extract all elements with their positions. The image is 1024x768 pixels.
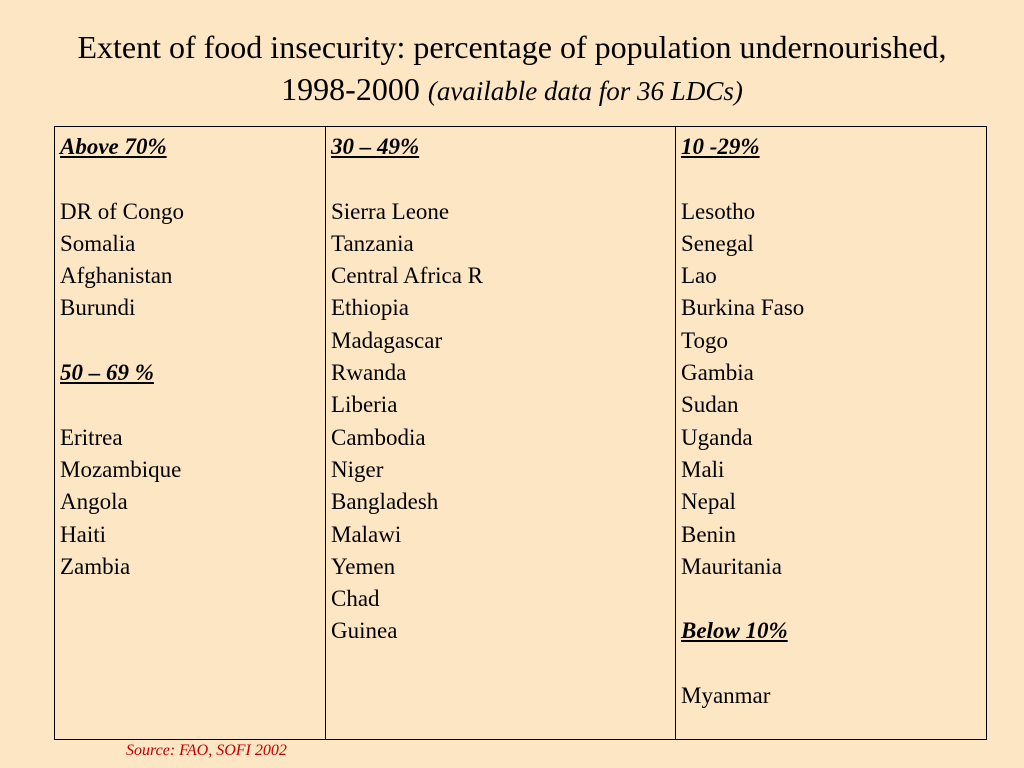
country-item: Mauritania bbox=[681, 553, 782, 579]
title-subtitle: (available data for 36 LDCs) bbox=[427, 76, 743, 106]
country-item: Madagascar bbox=[331, 327, 443, 353]
country-item: Eritrea bbox=[60, 424, 123, 450]
group-heading: 50 – 69 % bbox=[60, 360, 154, 386]
group-heading: 30 – 49% bbox=[331, 134, 420, 159]
country-item: Somalia bbox=[60, 230, 136, 256]
country-item: Myanmar bbox=[681, 683, 771, 709]
country-item: Angola bbox=[60, 489, 128, 515]
country-item: Mozambique bbox=[60, 456, 182, 482]
country-item: Malawi bbox=[331, 521, 402, 547]
slide-title: Extent of food insecurity: percentage of… bbox=[40, 26, 984, 112]
country-item: Gambia bbox=[681, 360, 754, 386]
country-item: Uganda bbox=[681, 424, 753, 450]
country-item: Lesotho bbox=[681, 198, 756, 224]
country-item: Tanzania bbox=[331, 230, 414, 256]
country-item: Chad bbox=[331, 586, 380, 612]
country-item: Togo bbox=[681, 327, 728, 353]
spacer bbox=[681, 163, 986, 195]
country-item: Bangladesh bbox=[331, 489, 439, 515]
spacer bbox=[60, 325, 325, 357]
column-3: 10 -29% Lesotho Senegal Lao Burkina Faso… bbox=[675, 126, 987, 740]
spacer bbox=[60, 163, 325, 195]
country-item: Burkina Faso bbox=[681, 295, 805, 321]
column-2: 30 – 49% Sierra Leone Tanzania Central A… bbox=[325, 126, 676, 740]
country-item: Rwanda bbox=[331, 360, 407, 386]
country-item: Senegal bbox=[681, 230, 754, 256]
column-1: Above 70% DR of Congo Somalia Afghanista… bbox=[54, 126, 326, 740]
country-item: Lao bbox=[681, 263, 717, 289]
country-item: Nepal bbox=[681, 489, 736, 515]
country-item: Yemen bbox=[331, 553, 396, 579]
spacer bbox=[681, 583, 986, 615]
group-heading: 10 -29% bbox=[681, 134, 760, 159]
group-heading: Above 70% bbox=[60, 134, 167, 159]
country-item: Guinea bbox=[331, 618, 398, 644]
country-item: Cambodia bbox=[331, 424, 426, 450]
country-item: Afghanistan bbox=[60, 263, 173, 289]
group-heading: Below 10% bbox=[681, 618, 788, 644]
country-item: Central Africa R bbox=[331, 263, 484, 289]
country-item: Liberia bbox=[331, 392, 398, 418]
country-item: DR of Congo bbox=[60, 198, 184, 224]
country-item: Mali bbox=[681, 456, 725, 482]
country-item: Ethiopia bbox=[331, 295, 409, 321]
source-note: Source: FAO, SOFI 2002 bbox=[126, 742, 287, 759]
country-item: Haiti bbox=[60, 521, 106, 547]
country-item: Benin bbox=[681, 521, 736, 547]
country-item: Zambia bbox=[60, 553, 131, 579]
spacer bbox=[681, 648, 986, 680]
title-main: Extent of food insecurity: percentage of… bbox=[77, 29, 947, 107]
food-insecurity-table: Above 70% DR of Congo Somalia Afghanista… bbox=[54, 126, 987, 740]
country-item: Sudan bbox=[681, 392, 739, 418]
country-item: Sierra Leone bbox=[331, 198, 450, 224]
country-item: Burundi bbox=[60, 295, 136, 321]
spacer bbox=[60, 389, 325, 421]
table-row: Above 70% DR of Congo Somalia Afghanista… bbox=[54, 126, 987, 740]
country-item: Niger bbox=[331, 456, 384, 482]
spacer bbox=[331, 163, 675, 195]
